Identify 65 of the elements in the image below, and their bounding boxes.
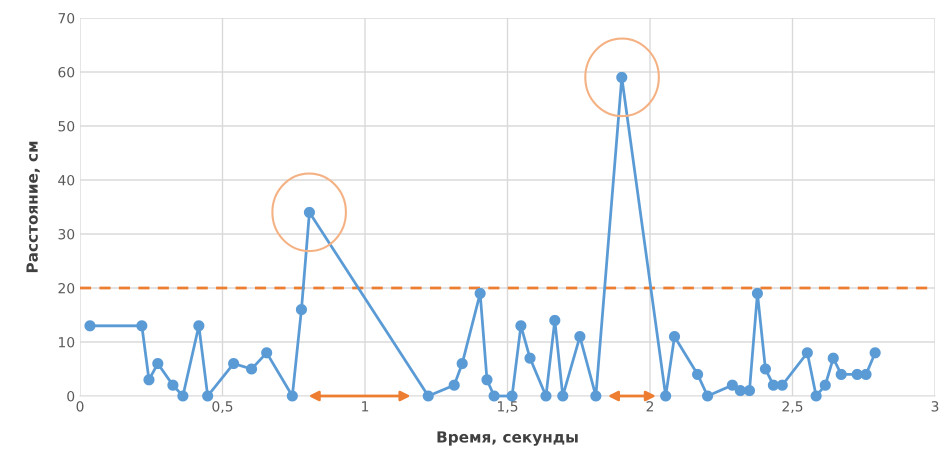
point xyxy=(448,380,460,391)
y-tick-label: 50 xyxy=(58,120,74,132)
point xyxy=(177,390,188,402)
point xyxy=(557,390,568,402)
point xyxy=(668,331,680,342)
point xyxy=(726,380,738,391)
point xyxy=(261,347,272,358)
y-tick-label: 70 xyxy=(58,12,74,24)
x-tick-label: 2,5 xyxy=(782,401,802,414)
point xyxy=(152,358,164,370)
point xyxy=(456,358,468,370)
point xyxy=(744,385,756,396)
point xyxy=(802,347,813,358)
point xyxy=(836,368,847,380)
point xyxy=(488,390,500,402)
point xyxy=(870,347,881,358)
point xyxy=(768,380,779,391)
x-tick-label: 0,5 xyxy=(212,401,232,414)
point xyxy=(524,352,536,364)
point xyxy=(860,368,872,380)
x-axis-title: Время, секунды xyxy=(437,431,578,446)
point xyxy=(692,368,704,380)
point xyxy=(202,390,214,402)
point xyxy=(506,390,518,402)
point xyxy=(852,368,863,380)
point xyxy=(760,363,771,375)
point xyxy=(84,320,96,332)
x-tick-label: 0 xyxy=(76,401,84,412)
point xyxy=(296,304,307,316)
y-tick-label: 40 xyxy=(58,174,74,186)
point xyxy=(752,288,763,299)
x-tick-label: 2 xyxy=(646,401,654,412)
point xyxy=(702,390,714,402)
point xyxy=(549,314,560,326)
y-axis-title: Расстояние, см xyxy=(26,142,40,272)
point xyxy=(590,390,602,402)
point xyxy=(286,390,298,402)
point xyxy=(246,363,258,375)
point xyxy=(193,320,204,332)
point xyxy=(810,390,822,402)
point xyxy=(616,72,628,83)
x-tick-label: 3 xyxy=(932,401,938,412)
point xyxy=(660,390,672,402)
point xyxy=(820,380,831,391)
point xyxy=(828,352,839,364)
point xyxy=(304,206,315,218)
point xyxy=(474,288,486,299)
point xyxy=(143,374,155,386)
x-tick-label: 1 xyxy=(362,401,368,412)
point xyxy=(481,374,493,386)
point xyxy=(422,390,434,402)
y-tick-label: 60 xyxy=(58,66,74,78)
point xyxy=(574,331,586,342)
point xyxy=(515,320,526,332)
x-tick-label: 1,5 xyxy=(498,401,518,414)
point xyxy=(776,380,788,391)
point xyxy=(540,390,552,402)
y-tick-label: 10 xyxy=(58,336,74,348)
y-tick-label: 0 xyxy=(67,390,74,402)
point xyxy=(228,358,240,370)
point xyxy=(167,380,178,391)
y-tick-label: 20 xyxy=(58,282,74,294)
y-tick-label: 30 xyxy=(58,228,74,240)
point xyxy=(136,320,148,332)
point xyxy=(734,385,746,396)
